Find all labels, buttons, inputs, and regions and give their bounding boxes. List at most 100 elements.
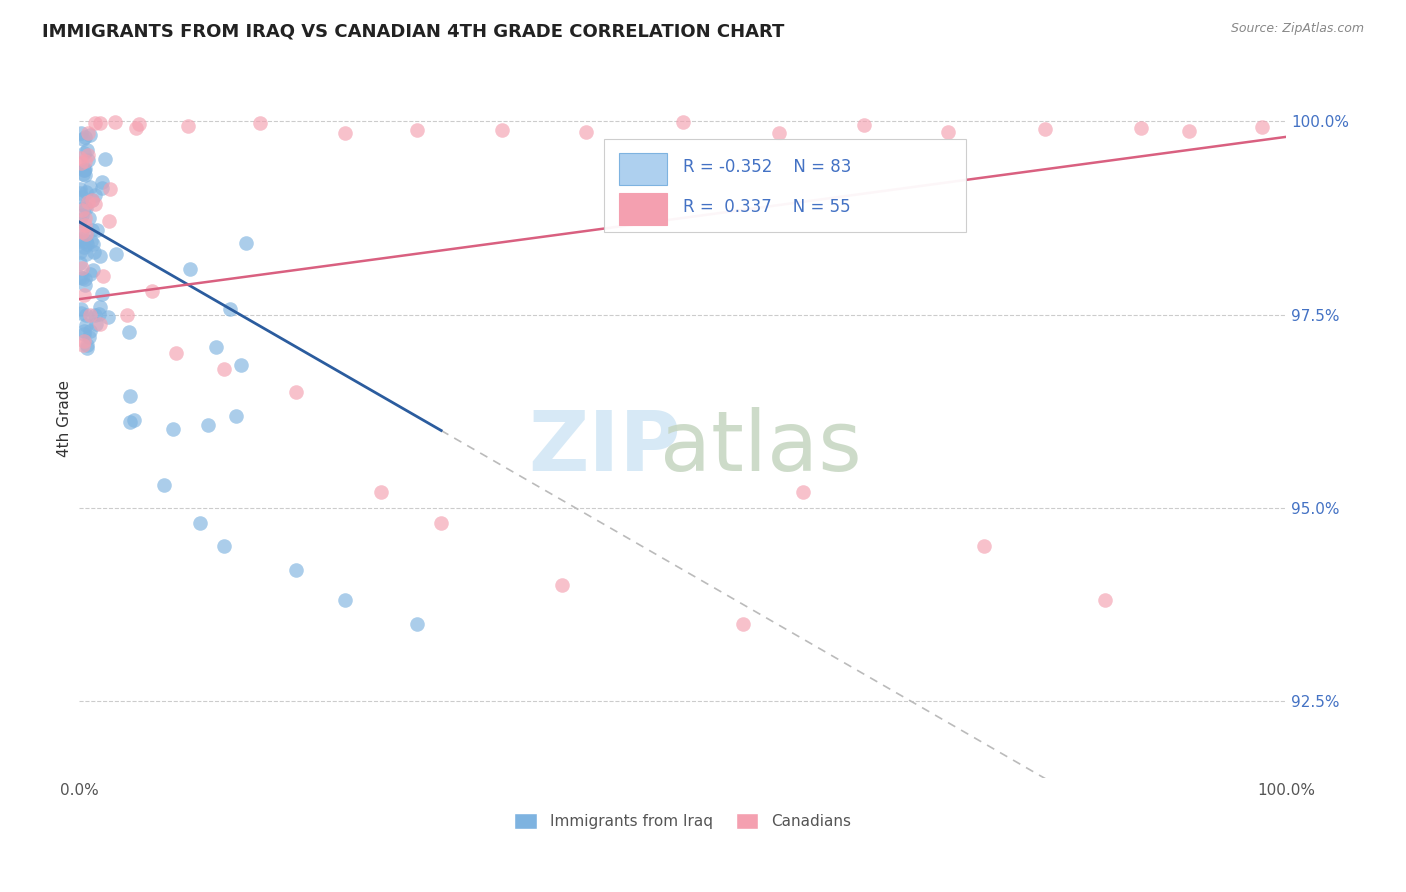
Point xyxy=(73,288,96,302)
Point xyxy=(406,123,429,137)
FancyBboxPatch shape xyxy=(619,153,666,186)
Point xyxy=(75,247,97,261)
Point xyxy=(76,147,98,161)
Point xyxy=(69,213,91,227)
Point xyxy=(91,286,114,301)
Point xyxy=(82,194,104,208)
Point xyxy=(76,341,98,355)
Point xyxy=(94,152,117,166)
Point xyxy=(75,318,97,333)
Point xyxy=(69,182,91,196)
Point xyxy=(117,308,139,322)
Point xyxy=(76,143,98,157)
Text: ZIP: ZIP xyxy=(527,407,681,488)
Point xyxy=(188,516,211,531)
Point xyxy=(80,223,103,237)
Point xyxy=(89,248,111,262)
Point xyxy=(104,115,127,129)
Point xyxy=(1094,593,1116,607)
Point xyxy=(72,260,94,275)
Point xyxy=(69,245,91,260)
Point xyxy=(89,307,111,321)
Point xyxy=(82,237,104,252)
Point xyxy=(128,117,150,131)
Point xyxy=(75,272,97,286)
Point xyxy=(98,214,121,228)
Point xyxy=(731,616,754,631)
Point xyxy=(91,180,114,194)
Point xyxy=(104,247,127,261)
Point xyxy=(77,153,100,168)
Point xyxy=(1250,120,1272,134)
Point xyxy=(768,126,790,140)
Point xyxy=(72,338,94,352)
Point xyxy=(76,236,98,251)
Point xyxy=(75,168,97,182)
Point xyxy=(72,208,94,222)
Point xyxy=(70,306,93,320)
Point xyxy=(70,126,93,140)
Point xyxy=(177,119,200,133)
Point xyxy=(285,384,308,399)
Point xyxy=(285,563,308,577)
Point xyxy=(219,301,242,316)
Point xyxy=(141,285,163,299)
Point xyxy=(125,120,148,135)
Point xyxy=(89,300,111,314)
Point xyxy=(1178,124,1201,138)
Point xyxy=(79,324,101,338)
Point xyxy=(77,195,100,210)
Point xyxy=(333,126,356,140)
Point xyxy=(75,201,97,215)
Point xyxy=(370,485,392,500)
FancyBboxPatch shape xyxy=(619,193,666,225)
Point xyxy=(91,175,114,189)
Point xyxy=(77,126,100,140)
Point xyxy=(75,227,97,241)
Point xyxy=(73,326,96,341)
Point xyxy=(72,163,94,178)
Point xyxy=(79,267,101,281)
Point xyxy=(671,115,693,129)
Point xyxy=(79,180,101,194)
Point xyxy=(70,203,93,218)
Point xyxy=(491,123,513,137)
Point xyxy=(83,308,105,322)
Point xyxy=(72,240,94,254)
Text: R = -0.352    N = 83: R = -0.352 N = 83 xyxy=(682,158,851,176)
Point xyxy=(212,540,235,554)
Point xyxy=(73,277,96,292)
Point xyxy=(79,128,101,142)
Point xyxy=(91,268,114,283)
Point xyxy=(89,317,111,331)
Point xyxy=(80,234,103,248)
Point xyxy=(162,421,184,435)
Point xyxy=(852,118,875,132)
Point xyxy=(792,485,814,500)
Point xyxy=(73,334,96,348)
Point xyxy=(69,186,91,201)
Point xyxy=(70,225,93,239)
Point xyxy=(69,151,91,165)
Point xyxy=(75,234,97,248)
Text: IMMIGRANTS FROM IRAQ VS CANADIAN 4TH GRADE CORRELATION CHART: IMMIGRANTS FROM IRAQ VS CANADIAN 4TH GRA… xyxy=(42,22,785,40)
Point xyxy=(406,616,429,631)
Point xyxy=(69,270,91,285)
Point xyxy=(83,116,105,130)
Point xyxy=(197,418,219,433)
Point xyxy=(73,199,96,213)
Point xyxy=(73,154,96,169)
Point xyxy=(205,340,228,354)
Point xyxy=(73,130,96,145)
Point xyxy=(575,125,598,139)
Point xyxy=(973,540,995,554)
Point xyxy=(70,190,93,204)
Point xyxy=(75,309,97,323)
Point xyxy=(69,255,91,269)
Point xyxy=(936,125,959,139)
Point xyxy=(70,301,93,316)
Point xyxy=(229,358,252,372)
Point xyxy=(69,231,91,245)
Point xyxy=(118,325,141,339)
Point xyxy=(179,262,201,277)
